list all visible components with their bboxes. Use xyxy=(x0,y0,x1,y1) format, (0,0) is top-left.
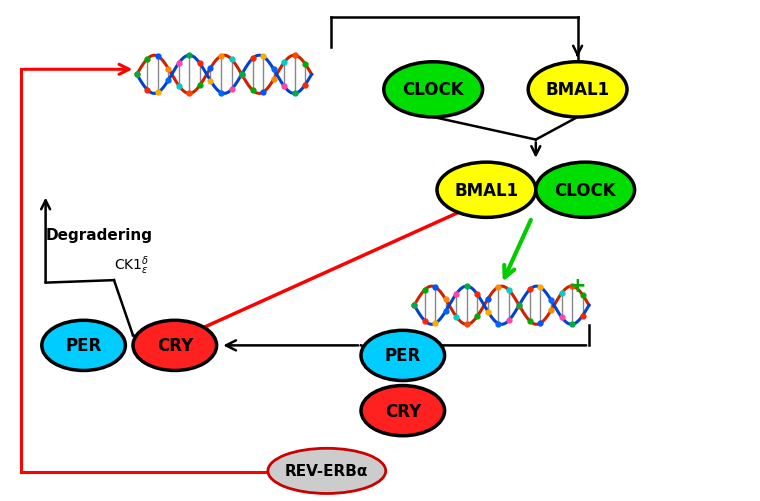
Text: +: + xyxy=(568,276,587,296)
Ellipse shape xyxy=(268,448,385,493)
Ellipse shape xyxy=(528,63,627,118)
Text: BMAL1: BMAL1 xyxy=(546,81,610,99)
Ellipse shape xyxy=(437,163,536,218)
Text: Degradering: Degradering xyxy=(46,228,153,243)
Ellipse shape xyxy=(361,386,445,436)
Ellipse shape xyxy=(536,163,635,218)
Text: REV-ERBα: REV-ERBα xyxy=(285,463,369,478)
Text: CLOCK: CLOCK xyxy=(402,81,464,99)
Ellipse shape xyxy=(42,321,125,371)
Text: CRY: CRY xyxy=(385,402,421,420)
Ellipse shape xyxy=(384,63,483,118)
Text: CRY: CRY xyxy=(157,337,193,355)
Text: PER: PER xyxy=(65,337,102,355)
Ellipse shape xyxy=(133,321,217,371)
Text: PER: PER xyxy=(385,347,421,365)
Text: BMAL1: BMAL1 xyxy=(454,181,518,199)
Ellipse shape xyxy=(361,331,445,381)
Text: CLOCK: CLOCK xyxy=(554,181,616,199)
Text: CK1$_\varepsilon^{\delta}$: CK1$_\varepsilon^{\delta}$ xyxy=(114,254,149,277)
